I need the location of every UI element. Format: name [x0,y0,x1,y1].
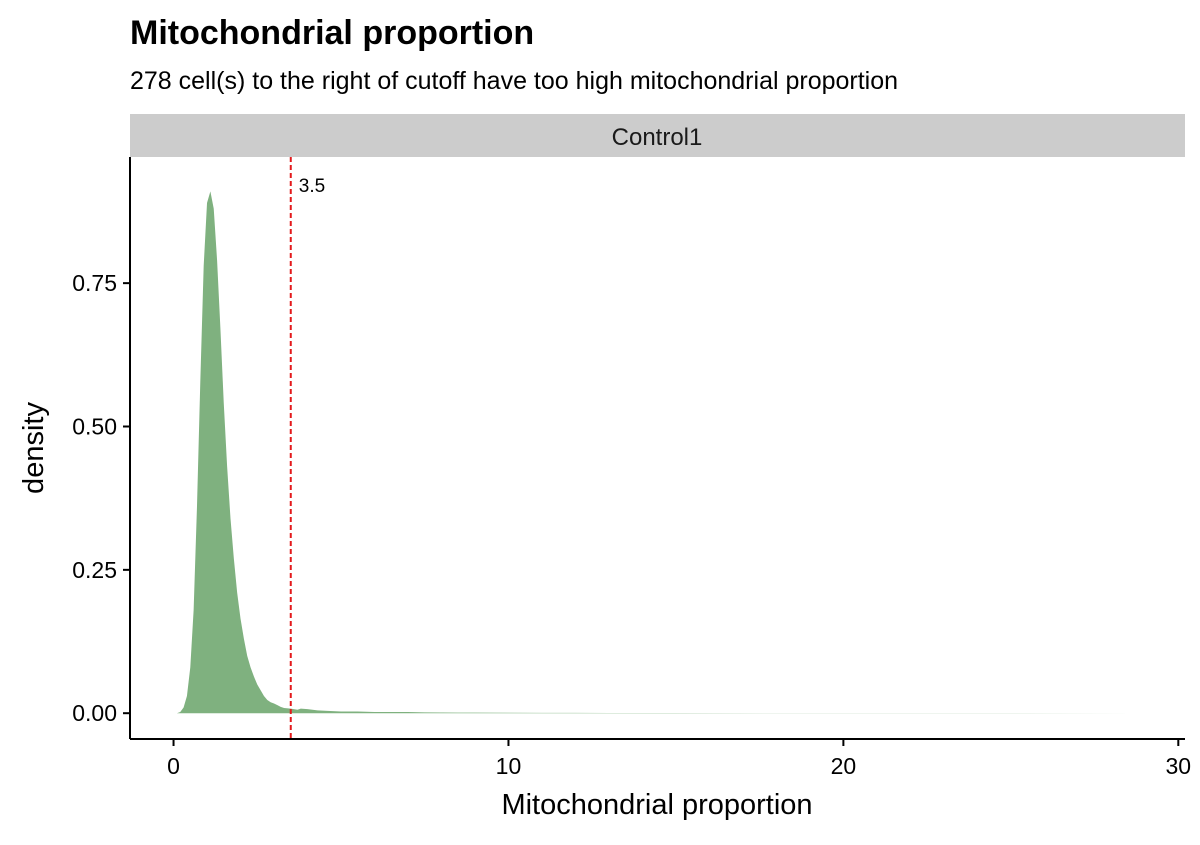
density-area-0 [176,191,1139,714]
y-tick-label: 0.00 [72,700,117,726]
chart-title: Mitochondrial proportion [130,14,534,52]
y-axis-ticks: 0.00 0.25 0.50 0.75 [72,270,130,726]
facet-label: Control1 [612,124,703,151]
y-tick-label: 0.25 [72,557,117,583]
chart-subtitle: 278 cell(s) to the right of cutoff have … [130,67,898,95]
x-axis-ticks: 0 10 20 30 [167,739,1191,779]
plot-area: 3.5 [176,157,1139,739]
cutoff-label: 3.5 [299,176,325,197]
x-tick-label: 10 [496,753,522,779]
y-tick-label: 0.75 [72,270,117,296]
x-axis-title: Mitochondrial proportion [501,789,812,821]
x-tick-label: 30 [1166,753,1192,779]
facet-strip [130,114,1185,157]
y-tick-label: 0.50 [72,413,117,439]
x-tick-label: 20 [831,753,857,779]
x-tick-label: 0 [167,753,180,779]
y-axis-title: density [18,402,50,494]
